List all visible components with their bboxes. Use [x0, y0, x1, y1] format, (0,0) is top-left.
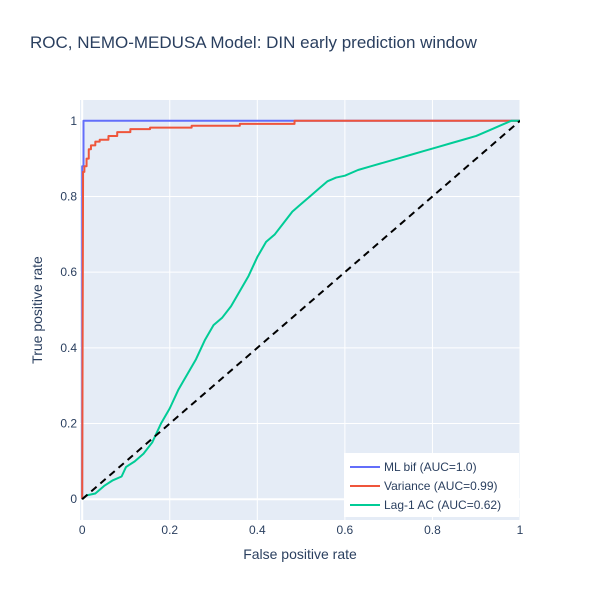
legend-label: Lag-1 AC (AUC=0.62) [384, 498, 501, 512]
y-axis-ticks: 0 0.2 0.4 0.6 0.8 1 [60, 114, 77, 506]
y-tick-label: 0.4 [60, 341, 77, 355]
y-tick-label: 0.2 [60, 417, 77, 431]
x-tick-label: 0.8 [424, 523, 441, 537]
legend-label: Variance (AUC=0.99) [384, 479, 498, 493]
y-tick-label: 0.8 [60, 189, 77, 203]
series-lines [81, 119, 520, 500]
x-tick-label: 0 [79, 523, 86, 537]
x-tick-label: 0.2 [161, 523, 178, 537]
x-axis-ticks: 0 0.2 0.4 0.6 0.8 1 [79, 523, 524, 537]
y-tick-label: 1 [70, 114, 77, 128]
series-line-4 [81, 120, 520, 500]
legend: ML bif (AUC=1.0) Variance (AUC=0.99) Lag-1… [344, 453, 519, 517]
series-line-2 [81, 119, 520, 500]
x-tick-label: 1 [517, 523, 524, 537]
x-tick-label: 0.4 [249, 523, 266, 537]
y-tick-label: 0.6 [60, 265, 77, 279]
y-axis-label: True positive rate [29, 256, 45, 364]
chart-title: ROC, NEMO-MEDUSA Model: DIN early predic… [30, 33, 477, 52]
y-tick-label: 0 [70, 492, 77, 506]
x-tick-label: 0.6 [337, 523, 354, 537]
legend-label: ML bif (AUC=1.0) [384, 460, 477, 474]
x-axis-label: False positive rate [243, 546, 357, 562]
series-line-3 [81, 119, 520, 500]
